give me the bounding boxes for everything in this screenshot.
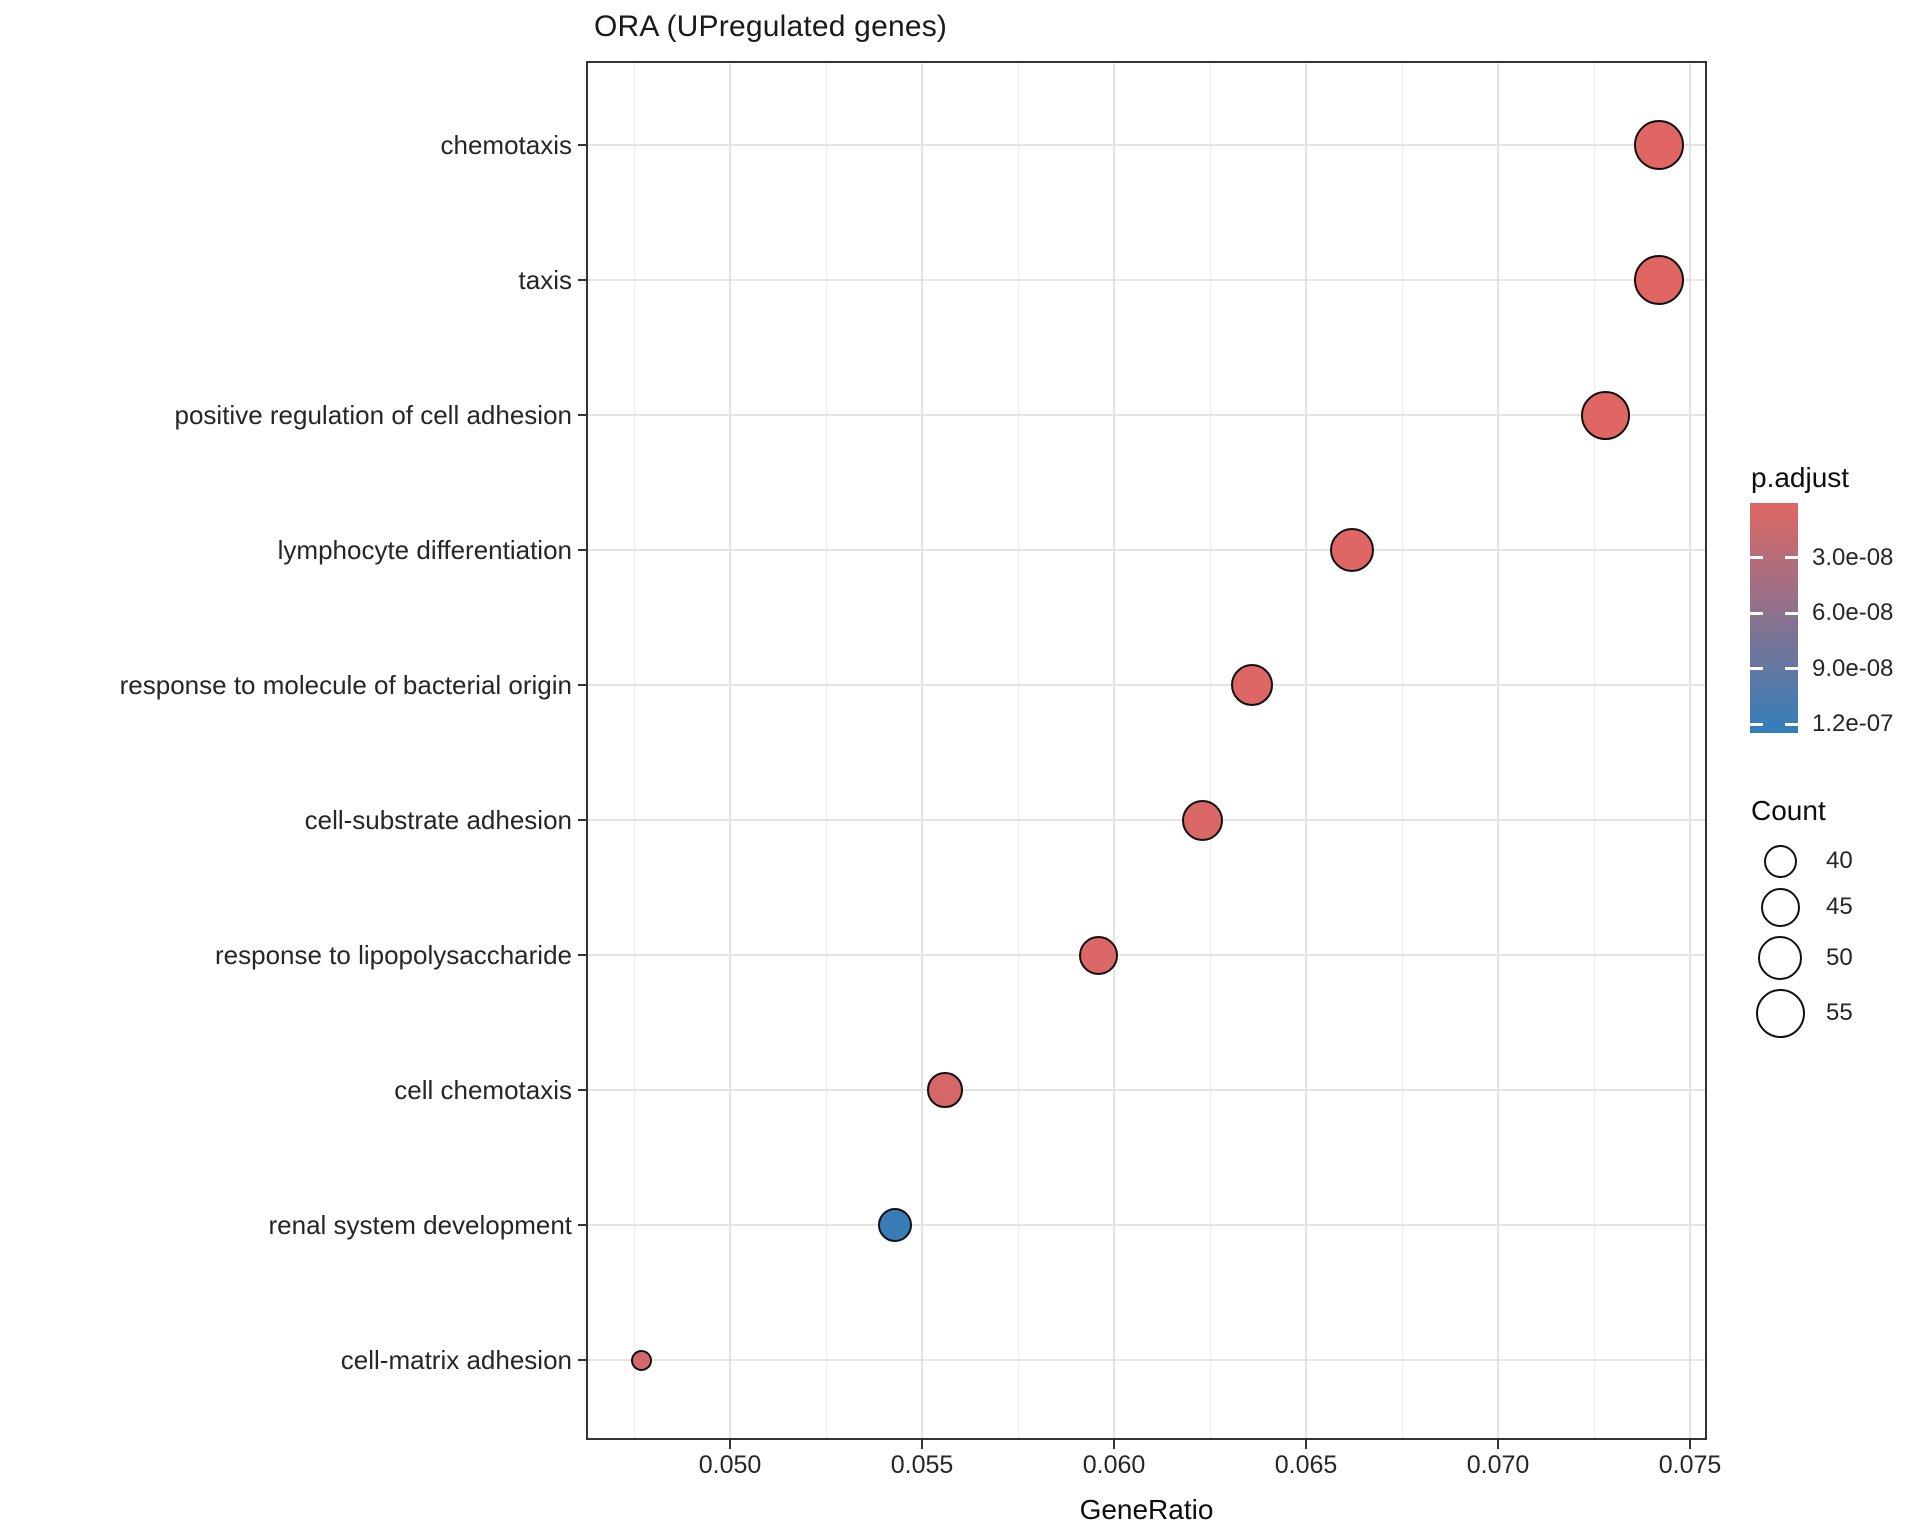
count-legend-label: 45 (1826, 893, 1853, 920)
row-gridline (588, 1359, 1705, 1361)
row-gridline (588, 414, 1705, 416)
row-gridline (588, 684, 1705, 686)
y-axis-tick (578, 954, 587, 956)
count-legend-label: 40 (1826, 847, 1853, 874)
major-gridline (729, 63, 731, 1438)
chart-title: ORA (UPregulated genes) (594, 10, 948, 43)
major-gridline (1689, 63, 1691, 1438)
count-legend-circle (1755, 988, 1805, 1038)
y-axis-tick (578, 684, 587, 686)
y-axis-tick (578, 1089, 587, 1091)
colorbar-tick-label: 6.0e-08 (1812, 599, 1894, 627)
colorbar-tick (1785, 667, 1798, 671)
x-axis-tick (1113, 1440, 1115, 1449)
major-gridline (1113, 63, 1115, 1438)
minor-gridline (1402, 63, 1403, 1438)
count-legend-label: 55 (1826, 999, 1853, 1026)
x-axis-tick-label: 0.075 (1658, 1451, 1722, 1479)
data-point (927, 1072, 963, 1108)
y-axis-label: response to lipopolysaccharide (215, 940, 572, 970)
count-legend-title: Count (1751, 795, 1826, 826)
x-axis-tick (729, 1440, 731, 1449)
colorbar-tick (1750, 556, 1763, 560)
y-axis-tick (578, 1224, 587, 1226)
x-axis-tick-label: 0.070 (1466, 1451, 1530, 1479)
y-axis-label: chemotaxis (440, 130, 573, 160)
major-gridline (921, 63, 923, 1438)
y-axis-label: cell-substrate adhesion (304, 805, 572, 835)
minor-gridline (1594, 63, 1595, 1438)
count-legend-circle (1763, 844, 1797, 878)
colorbar-tick (1785, 556, 1798, 560)
colorbar-tick (1785, 611, 1798, 615)
y-axis-label: renal system development (268, 1210, 572, 1240)
y-axis-tick (578, 144, 587, 146)
major-gridline (1305, 63, 1307, 1438)
data-point (1581, 390, 1631, 440)
count-legend-label: 50 (1826, 944, 1853, 971)
minor-gridline (826, 63, 827, 1438)
colorbar-tick-label: 3.0e-08 (1812, 543, 1894, 571)
y-axis-label: taxis (518, 265, 572, 295)
data-point (1231, 664, 1274, 706)
row-gridline (588, 144, 1705, 146)
y-axis-tick (578, 414, 587, 416)
row-gridline (588, 954, 1705, 956)
count-legend-circle (1760, 887, 1800, 927)
y-axis-label: response to molecule of bacterial origin (119, 670, 572, 700)
y-axis-label: cell-matrix adhesion (340, 1345, 572, 1375)
x-axis-title: GeneRatio (1079, 1494, 1214, 1525)
colorbar-tick-label: 1.2e-07 (1812, 710, 1894, 738)
colorbar-tick (1750, 722, 1763, 726)
data-point (878, 1207, 913, 1243)
colorbar-tick-label: 9.0e-08 (1812, 654, 1894, 682)
data-point (631, 1349, 653, 1371)
minor-gridline (1018, 63, 1019, 1438)
row-gridline (588, 279, 1705, 281)
colorbar-tick (1785, 722, 1798, 726)
row-gridline (588, 819, 1705, 821)
x-axis-tick-label: 0.055 (890, 1451, 954, 1479)
y-axis-tick (578, 819, 587, 821)
x-axis-tick (1305, 1440, 1307, 1449)
data-point (1330, 528, 1375, 572)
data-point (1634, 120, 1685, 170)
x-axis-tick (1689, 1440, 1691, 1449)
x-axis-tick-label: 0.060 (1082, 1451, 1146, 1479)
padjust-legend-title: p.adjust (1751, 462, 1850, 493)
y-axis-tick (578, 549, 587, 551)
x-axis-tick (921, 1440, 923, 1449)
x-axis-tick-label: 0.050 (698, 1451, 762, 1479)
y-axis-label: lymphocyte differentiation (277, 535, 572, 565)
x-axis-tick (1497, 1440, 1499, 1449)
y-axis-tick (578, 279, 587, 281)
minor-gridline (1210, 63, 1211, 1438)
y-axis-label: cell chemotaxis (394, 1075, 572, 1105)
colorbar-tick (1750, 667, 1763, 671)
colorbar-tick (1750, 611, 1763, 615)
minor-gridline (634, 63, 635, 1438)
count-legend-circle (1758, 936, 1802, 980)
plot-panel (586, 61, 1707, 1440)
row-gridline (588, 1224, 1705, 1226)
major-gridline (1497, 63, 1499, 1438)
row-gridline (588, 1089, 1705, 1091)
data-point (1079, 935, 1119, 975)
x-axis-tick-label: 0.065 (1274, 1451, 1338, 1479)
data-point (1181, 799, 1223, 841)
y-axis-tick (578, 1359, 587, 1361)
row-gridline (588, 549, 1705, 551)
padjust-colorbar (1750, 503, 1798, 733)
data-point (1634, 255, 1685, 305)
y-axis-label: positive regulation of cell adhesion (174, 400, 572, 430)
